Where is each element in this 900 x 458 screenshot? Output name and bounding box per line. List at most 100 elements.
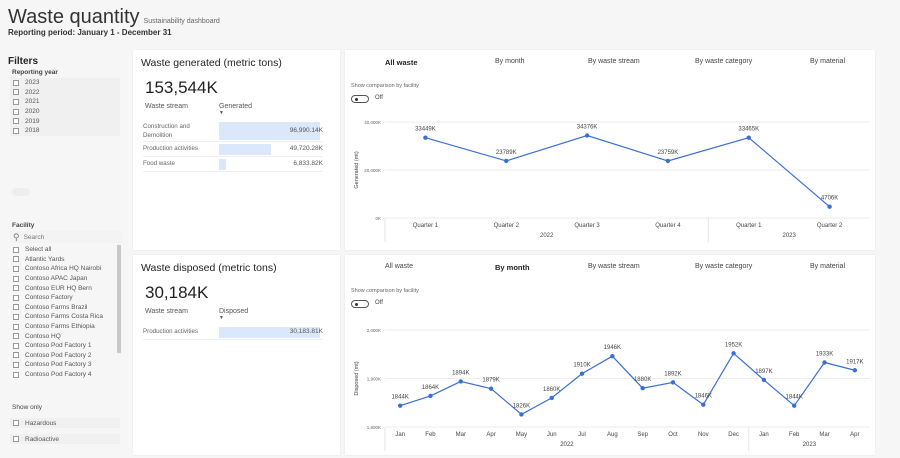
data-point[interactable] [670,380,676,385]
table-row[interactable]: Production activities 30,183.81K [143,326,323,340]
x-tick-label: Nov [698,432,709,438]
checkbox-item[interactable]: 2018 [10,125,120,136]
x-tick-label: Sep [637,432,648,438]
checkbox-item[interactable]: Contoso Pod Factory 1 [10,340,116,351]
checkbox-item[interactable]: Contoso Pod Factory 4 [10,369,116,380]
checkbox-item[interactable]: Radioactive [10,434,120,444]
data-point[interactable] [579,371,585,376]
comparison-toggle[interactable] [351,95,369,103]
checkbox[interactable] [13,304,19,311]
data-point[interactable] [488,386,494,391]
tab-by-waste-category[interactable]: By waste category [695,263,753,270]
checkbox-item[interactable]: 2019 [10,116,120,126]
checkbox-item[interactable]: Contoso Pod Factory 3 [10,360,116,370]
checkbox[interactable] [13,79,19,86]
data-point[interactable] [397,403,403,408]
tab-by-material[interactable]: By material [810,58,846,65]
checkbox[interactable] [13,285,19,292]
data-point[interactable] [665,158,671,164]
data-point[interactable] [792,403,797,408]
facility-scrollbar[interactable] [117,245,121,353]
checkbox[interactable] [13,420,19,426]
data-point[interactable] [458,379,463,384]
data-point[interactable] [827,204,832,209]
kpi-value: 30,184K [145,283,209,302]
checkbox[interactable] [13,313,19,320]
checkbox[interactable] [13,342,19,349]
table-row[interactable]: Construction and Demolition 96,990.14K [143,121,323,142]
checkbox[interactable] [13,371,19,378]
checkbox-item[interactable]: 2021 [10,97,120,107]
data-point[interactable] [428,393,433,399]
checkbox[interactable] [13,127,19,134]
checkbox[interactable] [13,108,19,115]
checkbox[interactable] [13,246,19,253]
checkbox-item[interactable]: 2023 [10,78,120,88]
x-group-label: 2023 [782,233,796,239]
checkbox[interactable] [13,275,19,282]
tab-by-waste-stream[interactable]: By waste stream [588,58,640,65]
checkbox-item[interactable]: Hazardous [10,418,120,428]
table-row[interactable]: Production activities 49,720.28K [143,143,323,157]
reporting-period: Reporting period: January 1 - December 3… [8,28,172,37]
tab-by-month[interactable]: By month [495,263,530,272]
checkbox[interactable] [13,361,19,368]
data-point[interactable] [701,402,706,407]
checkbox-item[interactable]: Contoso Farms Costa Rica [10,312,116,322]
checkbox-item[interactable]: Contoso EUR HQ Bern [10,283,116,293]
x-tick-label: Quarter 4 [655,223,681,229]
column-header-generated[interactable]: Generated ▼ [219,103,253,116]
data-point[interactable] [761,377,767,383]
data-point[interactable] [504,158,509,164]
checkbox-item[interactable]: Atlantic Yards [10,254,116,265]
column-header-disposed[interactable]: Disposed ▼ [219,308,249,321]
data-point[interactable] [610,353,615,359]
data-point[interactable] [852,368,858,373]
checkbox-item[interactable]: 2020 [10,106,120,117]
tab-by-month[interactable]: By month [495,58,525,65]
value-bar [219,159,227,170]
toggle-state: Off [375,95,383,101]
stream-name: Production activities [143,145,199,152]
checkbox-item[interactable]: Contoso Farms Ethiopia [10,321,116,332]
checkbox[interactable] [13,265,19,272]
checkbox[interactable] [13,98,19,105]
y-axis-label: Disposed (mt) [354,361,360,395]
data-point[interactable] [423,135,428,140]
checkbox-item[interactable]: Contoso APAC Japan [10,273,116,284]
checkbox[interactable] [13,256,19,263]
comparison-label: Show comparison by facility [351,83,419,89]
checkbox[interactable] [13,294,19,301]
comparison-toggle[interactable] [351,300,369,308]
checkbox[interactable] [13,333,19,340]
checkbox-item[interactable]: Contoso Factory [10,292,116,303]
checkbox-item[interactable]: Select all [10,245,116,255]
tab-by-waste-stream[interactable]: By waste stream [588,263,640,270]
table-row[interactable]: Food waste 6,833.82K [143,158,323,172]
tab-by-material[interactable]: By material [810,263,846,270]
facility-search-input[interactable]: ⚲ Search [10,231,122,243]
data-point[interactable] [584,133,590,138]
checkbox[interactable] [13,118,19,125]
data-point[interactable] [519,412,524,417]
checkbox[interactable] [13,89,19,96]
data-point[interactable] [731,351,736,356]
checkbox-item[interactable]: Contoso Farms Brazil [10,302,116,313]
y-tick-label: 1,900K [367,377,381,382]
line-chart: 40,000K 20,000K 0K Generated (mt) 33449K Quar… [354,120,870,242]
checkbox-item[interactable]: 2022 [10,87,120,98]
checkbox[interactable] [13,352,19,359]
checkbox[interactable] [13,436,19,442]
checkbox-item[interactable]: Contoso Africa HQ Nairobi [10,264,116,274]
tab-all-waste[interactable]: All waste [385,263,414,270]
checkbox[interactable] [13,323,19,330]
checkbox-item[interactable]: Contoso HQ [10,331,116,341]
data-point[interactable] [822,360,827,365]
checkbox-item[interactable]: Contoso Pod Factory 2 [10,350,116,361]
data-point[interactable] [640,386,645,391]
data-point[interactable] [549,395,554,401]
data-point[interactable] [746,135,751,140]
tab-by-waste-category[interactable]: By waste category [695,58,753,65]
kpi-value: 153,544K [145,78,218,97]
tab-all-waste[interactable]: All waste [385,58,418,67]
